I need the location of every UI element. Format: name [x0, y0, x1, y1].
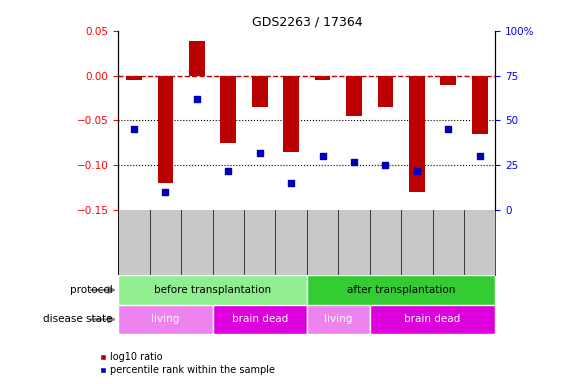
- Bar: [252, 76, 267, 107]
- Bar: [315, 76, 330, 80]
- Bar: [189, 41, 205, 76]
- Point: [412, 167, 421, 174]
- Bar: [126, 76, 142, 80]
- Text: before transplantation: before transplantation: [154, 285, 271, 295]
- Point: [224, 167, 233, 174]
- Point: [475, 153, 484, 159]
- Bar: [378, 76, 394, 107]
- Bar: [213, 305, 307, 334]
- Bar: [307, 275, 495, 305]
- Text: living: living: [324, 314, 352, 324]
- Bar: [158, 76, 173, 183]
- Point: [193, 96, 202, 102]
- Text: living: living: [151, 314, 180, 324]
- Point: [129, 126, 138, 132]
- Point: [381, 162, 390, 168]
- Bar: [220, 76, 236, 143]
- Bar: [472, 76, 488, 134]
- Text: brain dead: brain dead: [231, 314, 288, 324]
- Point: [287, 180, 296, 186]
- Text: disease state: disease state: [43, 314, 113, 324]
- Point: [318, 153, 327, 159]
- Point: [350, 159, 359, 165]
- Bar: [118, 305, 213, 334]
- Bar: [307, 305, 370, 334]
- Title: GDS2263 / 17364: GDS2263 / 17364: [252, 15, 362, 28]
- Text: after transplantation: after transplantation: [347, 285, 455, 295]
- Bar: [370, 305, 495, 334]
- Bar: [283, 76, 299, 152]
- Point: [161, 189, 170, 195]
- Bar: [440, 76, 456, 84]
- Point: [444, 126, 453, 132]
- Legend: log10 ratio, percentile rank within the sample: log10 ratio, percentile rank within the …: [95, 348, 279, 379]
- Bar: [346, 76, 362, 116]
- Text: protocol: protocol: [70, 285, 113, 295]
- Bar: [409, 76, 425, 192]
- Text: brain dead: brain dead: [404, 314, 461, 324]
- Point: [255, 150, 264, 156]
- Bar: [118, 275, 307, 305]
